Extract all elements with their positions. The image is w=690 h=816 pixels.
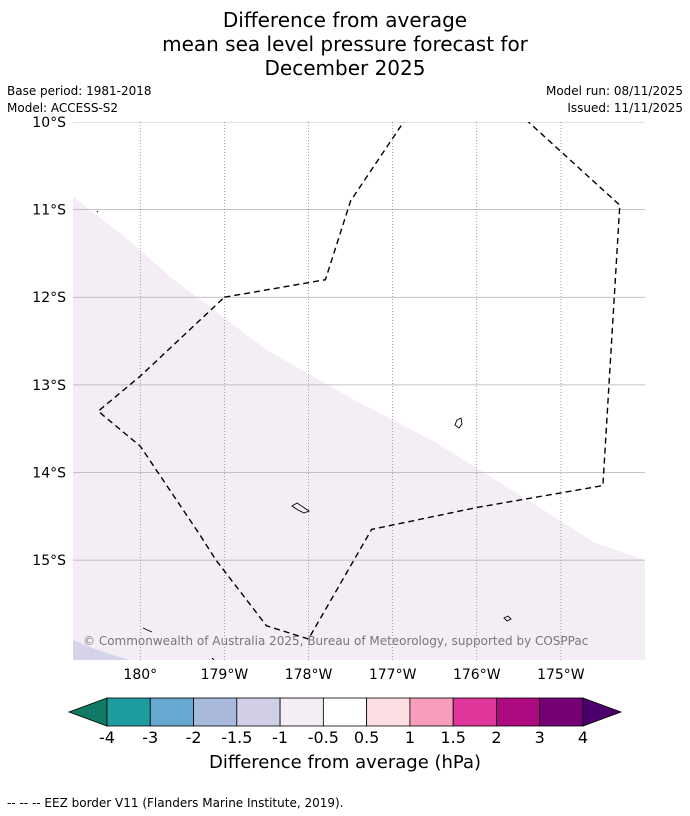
- latitude-label: 14°S: [32, 465, 66, 481]
- island-niulakita: [291, 502, 310, 514]
- colorbar-swatch: [539, 697, 584, 727]
- longitude-label: 180°: [123, 667, 157, 683]
- island-rotuma: [503, 615, 512, 622]
- colorbar-tick: 1.5: [440, 728, 465, 747]
- colorbar-tick: 3: [535, 728, 545, 747]
- colorbar-tick: -1: [272, 728, 288, 747]
- island-funafuti: [454, 417, 463, 429]
- colorbar-tick: 4: [578, 728, 588, 747]
- map-title: Difference from average mean sea level p…: [0, 8, 690, 80]
- colorbar-swatch: [452, 697, 497, 727]
- colorbar-extend-high: [582, 697, 623, 727]
- colorbar-tick-labels: -4 -3 -2 -1.5 -1 -0.5 0.5 1 1.5 2 3 4: [99, 728, 588, 747]
- colorbar-swatch: [409, 697, 454, 727]
- latitude-label: 13°S: [32, 378, 66, 394]
- longitude-label: 179°W: [201, 667, 249, 683]
- meta-left: Base period: 1981-2018 Model: ACCESS-S2: [7, 83, 152, 117]
- title-line-3: December 2025: [264, 56, 426, 80]
- colorbar-swatch: [279, 697, 324, 727]
- colorbar-tick: 0.5: [354, 728, 379, 747]
- latitude-label: 12°S: [32, 290, 66, 306]
- colorbar-label: Difference from average (hPa): [208, 752, 482, 773]
- title-line-1: Difference from average: [222, 8, 468, 32]
- map-area[interactable]: © Commonwealth of Australia 2025, Bureau…: [73, 109, 645, 660]
- base-period: Base period: 1981-2018: [7, 84, 152, 98]
- latitude-label: 15°S: [32, 553, 66, 569]
- issued-date: Issued: 11/11/2025: [567, 101, 683, 115]
- colorbar-tick: -2: [186, 728, 202, 747]
- anomaly-region: [73, 196, 645, 660]
- eez-footnote: -- -- -- EEZ border V11 (Flanders Marine…: [7, 796, 344, 810]
- colorbar-swatch: [149, 697, 194, 727]
- islands: [96, 210, 512, 660]
- longitude-label: 177°W: [369, 667, 417, 683]
- island-south: [211, 657, 215, 660]
- colorbar-swatch: [366, 697, 411, 727]
- eez-border: [97, 122, 621, 640]
- colorbar-swatch: [106, 697, 151, 727]
- latitude-label: 10°S: [32, 115, 66, 131]
- colorbar: [67, 697, 623, 727]
- model-run: Model run: 08/11/2025: [545, 84, 683, 98]
- colorbar-tick: -0.5: [308, 728, 339, 747]
- latitude-gridlines: [73, 122, 645, 561]
- island-dot: [96, 210, 99, 213]
- latitude-labels: 10°S 11°S 12°S 13°S 14°S 15°S: [32, 115, 66, 569]
- colorbar-tick: -3: [142, 728, 158, 747]
- colorbar-tick: 2: [491, 728, 501, 747]
- longitude-label: 175°W: [537, 667, 585, 683]
- meta-right: Model run: 08/11/2025 Issued: 11/11/2025: [546, 83, 683, 117]
- copyright-notice: © Commonwealth of Australia 2025, Bureau…: [83, 634, 588, 648]
- colorbar-swatch: [193, 697, 238, 727]
- colorbar-swatch: [322, 697, 368, 727]
- latitude-label: 11°S: [32, 203, 66, 219]
- colorbar-swatch: [236, 697, 281, 727]
- colorbar-swatch: [496, 697, 541, 727]
- longitude-label: 178°W: [285, 667, 333, 683]
- longitude-labels: 180° 179°W 178°W 177°W 176°W 175°W: [123, 667, 584, 683]
- lower-anomaly-region: [73, 640, 130, 660]
- colorbar-extend-low: [67, 697, 108, 727]
- colorbar-tick: -4: [99, 728, 115, 747]
- title-line-2: mean sea level pressure forecast for: [162, 32, 528, 56]
- colorbar-tick: 1: [405, 728, 415, 747]
- longitude-label: 176°W: [453, 667, 501, 683]
- model-name: Model: ACCESS-S2: [7, 101, 119, 115]
- colorbar-tick: -1.5: [221, 728, 252, 747]
- island-west: [142, 627, 153, 633]
